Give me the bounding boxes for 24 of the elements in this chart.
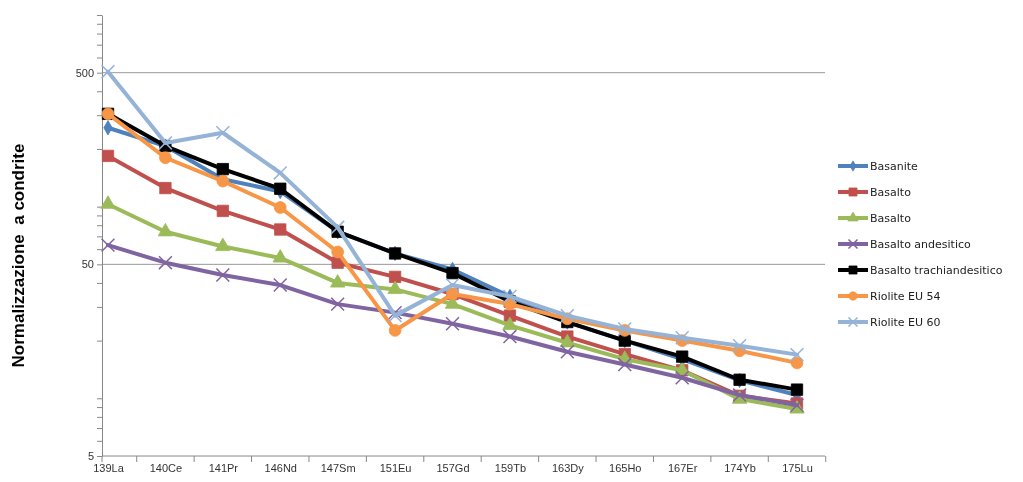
- legend-label: Basanite: [870, 160, 919, 173]
- x-tick-label: 175Lu: [782, 461, 813, 474]
- legend-label: Basalto: [870, 212, 912, 225]
- y-axis-title: Normalizzazione a condrite: [9, 143, 28, 368]
- x-tick-label: 167Er: [667, 461, 698, 474]
- x-tick-label: 146Nd: [264, 461, 297, 474]
- x-tick-label: 151Eu: [379, 461, 412, 474]
- y-tick-label: 50: [81, 258, 94, 271]
- x-tick-label: 157Gd: [436, 461, 470, 474]
- y-tick-label: 5: [87, 450, 94, 463]
- x-tick-label: 147Sm: [320, 461, 356, 474]
- x-tick-label: 140Ce: [149, 461, 183, 474]
- legend-label: Basalto: [870, 186, 912, 199]
- x-tick-label: 174Yb: [724, 461, 756, 474]
- legend-label: Basalto trachiandesitico: [870, 264, 1003, 277]
- x-tick-label: 163Dy: [551, 461, 585, 474]
- x-tick-label: 165Ho: [609, 461, 642, 474]
- legend-label: Basalto andesitico: [870, 238, 972, 251]
- x-tick-label: 139La: [93, 461, 125, 474]
- legend-label: Riolite EU 60: [870, 316, 941, 329]
- x-tick-label: 159Tb: [494, 461, 527, 474]
- legend-label: Riolite EU 54: [870, 290, 941, 303]
- x-tick-label: 141Pr: [208, 461, 239, 474]
- y-tick-label: 500: [75, 66, 94, 79]
